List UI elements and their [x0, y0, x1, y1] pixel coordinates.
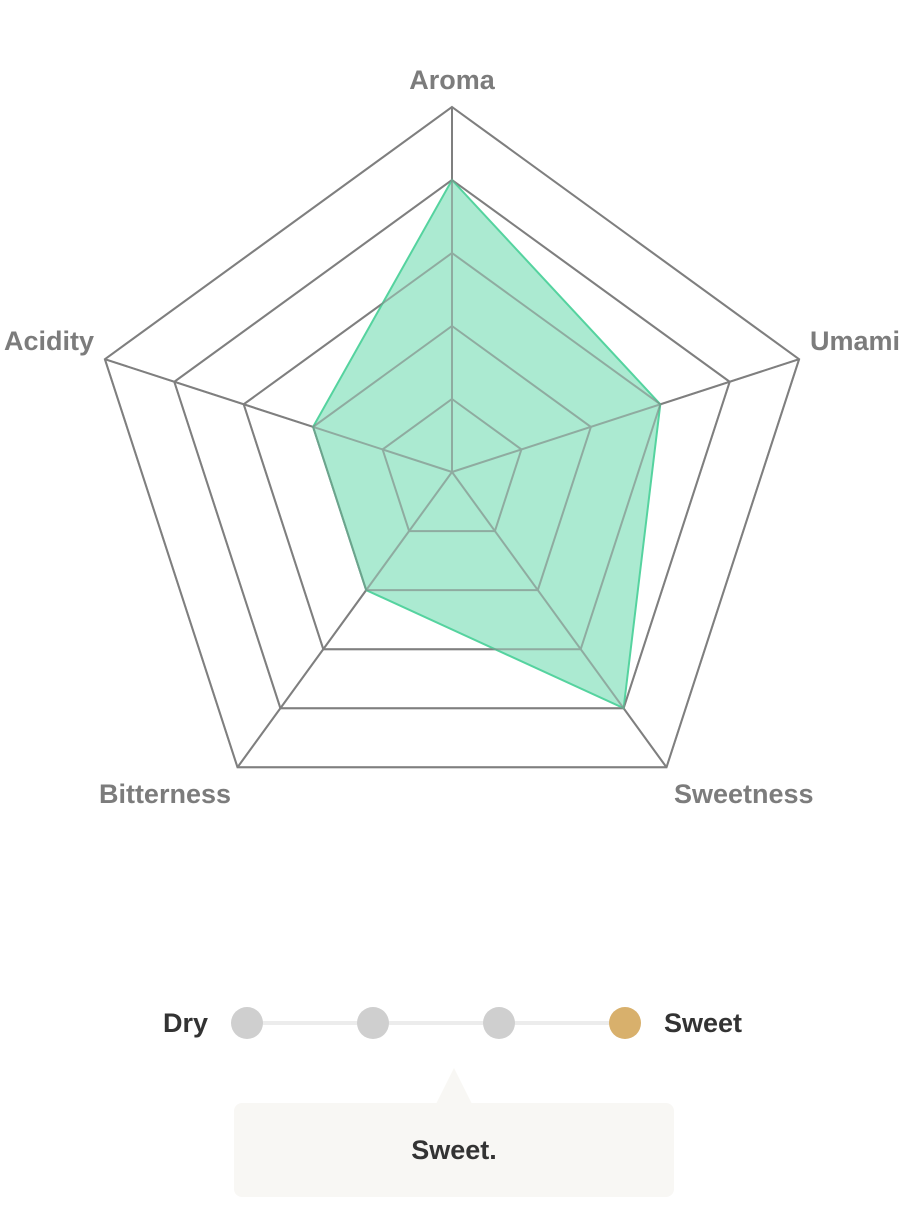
- radar-spoke-bitterness: [236, 471, 453, 768]
- callout-pointer: [436, 1068, 472, 1104]
- scale-step-3[interactable]: [483, 1007, 515, 1039]
- radar-spoke-sweetness: [451, 471, 668, 768]
- axis-label-umami: Umami: [810, 326, 900, 356]
- axis-label-sweetness: Sweetness: [674, 779, 814, 809]
- callout-text: Sweet.: [411, 1135, 497, 1165]
- radar-grid-overlay: [103, 105, 801, 769]
- scale-step-2[interactable]: [357, 1007, 389, 1039]
- radar-ring-1: [381, 397, 523, 533]
- scale-track: [246, 1021, 624, 1025]
- axis-label-aroma: Aroma: [409, 65, 496, 95]
- scale-step-1[interactable]: [231, 1007, 263, 1039]
- scale-label-dry: Dry: [162, 1008, 208, 1038]
- radar-spoke-acidity: [104, 358, 453, 473]
- axis-label-bitterness: Bitterness: [99, 779, 231, 809]
- radar-axis-labels: Aroma Umami Sweetness Bitterness Acidity: [4, 65, 900, 809]
- scale-step-4[interactable]: [609, 1007, 641, 1039]
- radar-chart: Aroma Umami Sweetness Bitterness Acidity: [4, 65, 900, 809]
- dry-sweet-scale: Dry Sweet: [0, 990, 908, 1056]
- radar-ring-5: [103, 105, 801, 769]
- radar-ring-4: [173, 178, 731, 710]
- radar-data-area: [103, 105, 801, 769]
- radar-ring-2: [311, 324, 593, 592]
- radar-spoke-umami: [451, 358, 800, 473]
- scale-label-sweet: Sweet: [664, 1008, 743, 1038]
- radar-ring-3: [242, 251, 662, 651]
- sweetness-callout: Sweet.: [234, 1103, 674, 1197]
- axis-label-acidity: Acidity: [4, 326, 94, 356]
